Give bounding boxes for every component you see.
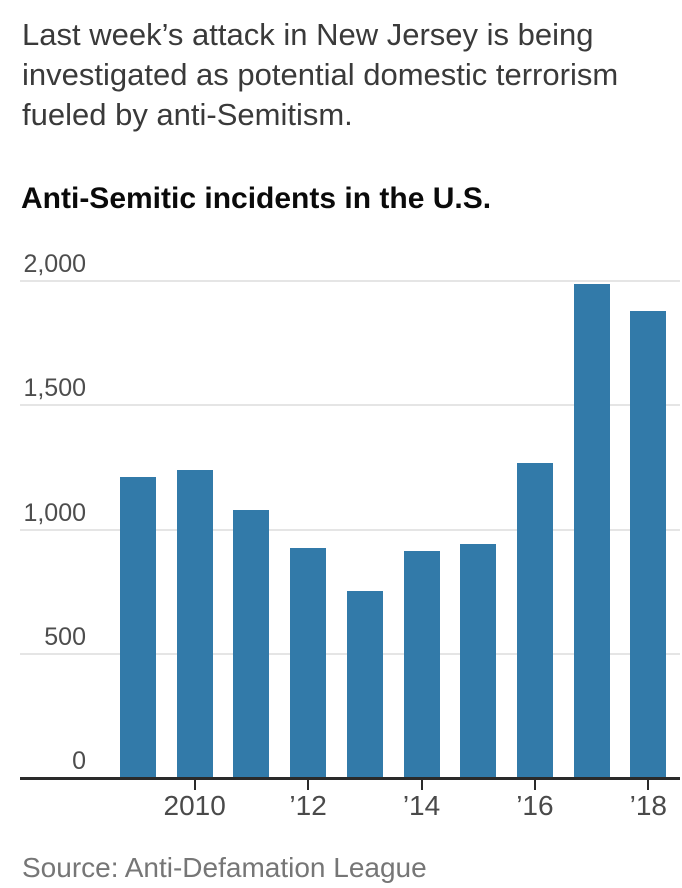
gridline-1000 bbox=[20, 528, 680, 531]
x-axis-label-2012: ’12 bbox=[289, 790, 327, 821]
y-axis-label-1500: 1,500 bbox=[23, 374, 86, 403]
x-axis-line bbox=[20, 777, 680, 780]
headline-line-1: Last week’s attack in New Jersey is bein… bbox=[22, 17, 594, 52]
gridline-2000 bbox=[20, 280, 680, 282]
x-tick-2014 bbox=[420, 779, 423, 790]
x-tick-2018 bbox=[647, 779, 650, 790]
x-tick-2012 bbox=[307, 779, 310, 790]
bar-2013 bbox=[346, 591, 383, 778]
x-tick-2016 bbox=[533, 779, 536, 790]
bar-2017 bbox=[573, 284, 610, 778]
y-axis-label-2000: 2,000 bbox=[23, 250, 86, 278]
bar-2018 bbox=[630, 311, 667, 778]
source-attribution: Source: Anti-Defamation League bbox=[22, 852, 427, 883]
article-headline: Last week’s attack in New Jersey is bein… bbox=[22, 15, 672, 135]
y-axis-label-0: 0 bbox=[72, 747, 86, 775]
bar-2010 bbox=[176, 470, 213, 778]
gridline-1500 bbox=[20, 404, 680, 407]
bar-2009 bbox=[120, 477, 156, 778]
chart-title: Anti-Semitic incidents in the U.S. bbox=[21, 182, 492, 215]
headline-line-3: fueled by anti-Semitism. bbox=[22, 97, 353, 132]
x-tick-2010 bbox=[193, 779, 196, 790]
x-axis-label-2014: ’14 bbox=[402, 790, 441, 821]
bar-2012 bbox=[290, 547, 327, 778]
bar-2011 bbox=[233, 509, 270, 778]
y-axis-label-1000: 1,000 bbox=[23, 498, 86, 527]
bar-2014 bbox=[403, 551, 440, 778]
x-axis-label-2018: ’18 bbox=[629, 790, 667, 821]
bar-2015 bbox=[460, 543, 497, 778]
y-axis-label-500: 500 bbox=[44, 622, 86, 651]
x-axis-label-2016: ’16 bbox=[516, 790, 554, 821]
x-axis-label-2010: 2010 bbox=[163, 790, 226, 821]
headline-line-2: investigated as potential domestic terro… bbox=[22, 57, 619, 92]
bar-2016 bbox=[516, 463, 553, 778]
